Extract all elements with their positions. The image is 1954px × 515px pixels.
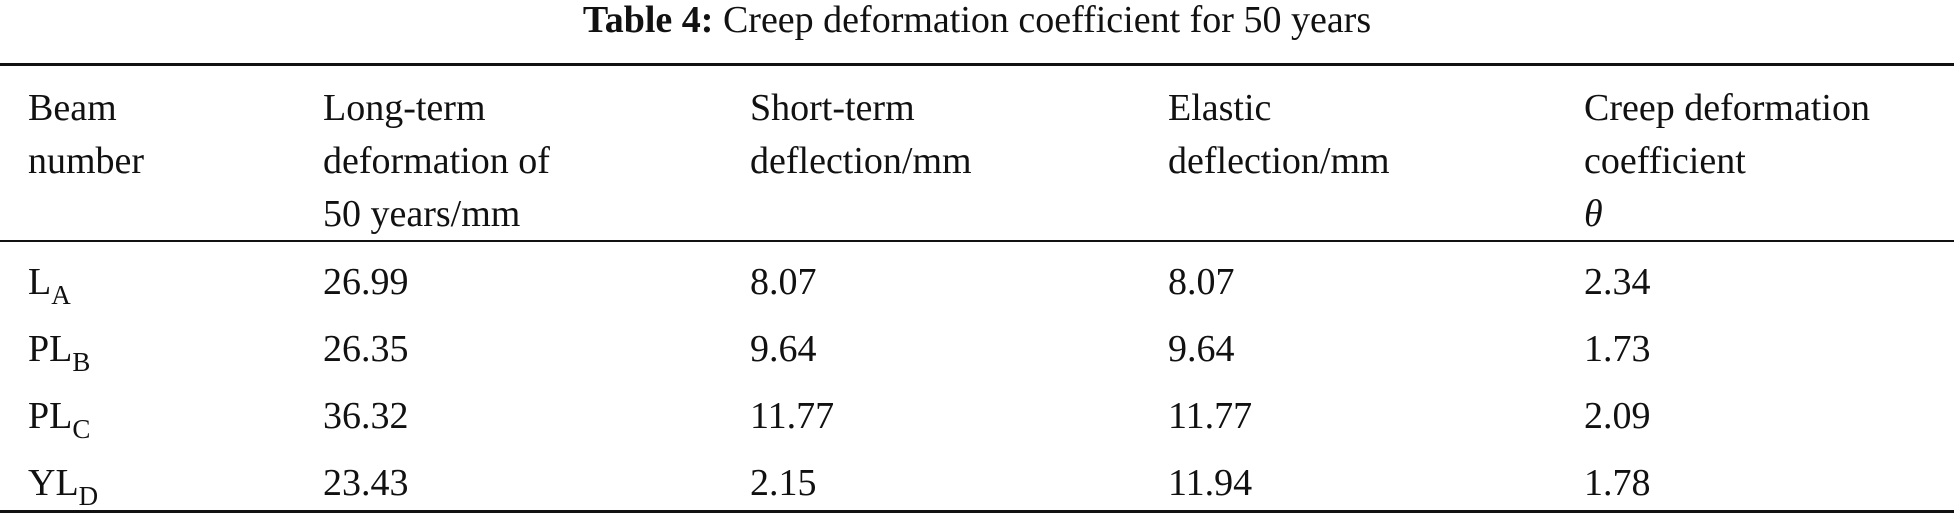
header-creep-deformation-coefficient: Creep deformation coefficient θ xyxy=(1584,82,1870,241)
header-line: 50 years/mm xyxy=(323,193,521,235)
cell-long-term: 26.35 xyxy=(323,328,409,370)
cell-short-term: 2.15 xyxy=(750,462,817,504)
beam-subscript: C xyxy=(72,414,91,444)
cell-long-term: 23.43 xyxy=(323,462,409,504)
beam-base: PL xyxy=(28,328,73,370)
beam-subscript: A xyxy=(51,280,71,310)
header-elastic-deflection: Elastic deflection/mm xyxy=(1168,82,1390,188)
cell-long-term: 36.32 xyxy=(323,395,409,437)
cell-beam-number: YLD xyxy=(28,457,98,513)
header-line: Short-term xyxy=(750,87,915,129)
table-caption-label: Table 4: xyxy=(582,0,714,41)
cell-creep-coefficient: 2.09 xyxy=(1584,395,1651,437)
cell-elastic: 9.64 xyxy=(1168,328,1235,370)
cell-short-term: 11.77 xyxy=(750,395,835,437)
header-line: deformation of xyxy=(323,140,550,182)
beam-base: PL xyxy=(28,395,73,437)
header-line: coefficient xyxy=(1584,140,1746,182)
beam-subscript: B xyxy=(72,347,91,377)
cell-beam-number: PLC xyxy=(28,390,90,446)
header-line: Beam xyxy=(28,87,117,129)
header-long-term-deformation: Long-term deformation of 50 years/mm xyxy=(323,82,550,241)
table-caption-text: Creep deformation coefficient for 50 yea… xyxy=(722,0,1372,41)
table-top-rule xyxy=(0,63,1954,66)
cell-elastic: 8.07 xyxy=(1168,261,1235,303)
cell-beam-number: LA xyxy=(28,256,71,312)
header-theta-symbol: θ xyxy=(1584,193,1603,235)
cell-creep-coefficient: 1.78 xyxy=(1584,462,1651,504)
table-caption: Table 4: Creep deformation coefficient f… xyxy=(0,0,1954,40)
header-beam-number: Beam number xyxy=(28,82,144,188)
cell-short-term: 9.64 xyxy=(750,328,817,370)
table-bottom-rule xyxy=(0,510,1954,513)
header-line: deflection/mm xyxy=(750,140,972,182)
header-line: Creep deformation xyxy=(1584,87,1870,129)
header-short-term-deflection: Short-term deflection/mm xyxy=(750,82,972,188)
cell-short-term: 8.07 xyxy=(750,261,817,303)
header-line: deflection/mm xyxy=(1168,140,1390,182)
cell-creep-coefficient: 1.73 xyxy=(1584,328,1651,370)
beam-subscript: D xyxy=(78,481,99,511)
table-header-rule xyxy=(0,240,1954,242)
cell-elastic: 11.77 xyxy=(1168,395,1253,437)
beam-base: YL xyxy=(28,462,79,504)
cell-beam-number: PLB xyxy=(28,323,90,379)
header-line: number xyxy=(28,140,145,182)
beam-base: L xyxy=(28,261,52,303)
cell-creep-coefficient: 2.34 xyxy=(1584,261,1651,303)
cell-long-term: 26.99 xyxy=(323,261,409,303)
header-line: Elastic xyxy=(1168,87,1272,129)
header-line: Long-term xyxy=(323,87,486,129)
cell-elastic: 11.94 xyxy=(1168,462,1253,504)
